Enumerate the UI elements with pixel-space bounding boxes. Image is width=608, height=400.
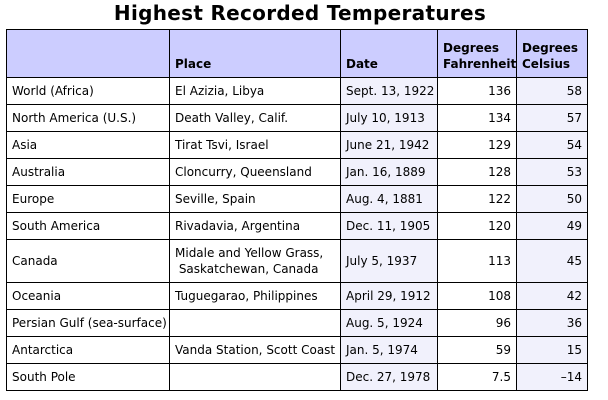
fahrenheit-cell: 120: [437, 212, 517, 240]
place-cell: Seville, Spain: [169, 185, 341, 213]
fahrenheit-cell: 96: [437, 309, 517, 337]
table-row: Oceania Tuguegarao, Philippines April 29…: [6, 282, 588, 310]
table-row: South America Rivadavia, Argentina Dec. …: [6, 212, 588, 240]
fahrenheit-cell: 7.5: [437, 363, 517, 391]
celsius-cell: 53: [516, 158, 588, 186]
place-cell: Tuguegarao, Philippines: [169, 282, 341, 310]
celsius-cell: 54: [516, 131, 588, 159]
column-header-fahrenheit: Degrees Fahrenheit: [437, 29, 517, 78]
celsius-cell: 49: [516, 212, 588, 240]
fahrenheit-cell: 128: [437, 158, 517, 186]
table-row: Antarctica Vanda Station, Scott Coast Ja…: [6, 336, 588, 364]
celsius-cell: 58: [516, 77, 588, 105]
place-cell: Death Valley, Calif.: [169, 104, 341, 132]
table-row: Asia Tirat Tsvi, Israel June 21, 1942 12…: [6, 131, 588, 159]
celsius-cell: 15: [516, 336, 588, 364]
fahrenheit-cell: 134: [437, 104, 517, 132]
celsius-cell: –14: [516, 363, 588, 391]
temperature-table: Place Date Degrees Fahrenheit Degrees Ce…: [6, 29, 588, 391]
table-header-row: Place Date Degrees Fahrenheit Degrees Ce…: [6, 29, 588, 78]
region-cell: North America (U.S.): [6, 104, 170, 132]
date-cell: July 5, 1937: [340, 239, 438, 283]
place-cell: El Azizia, Libya: [169, 77, 341, 105]
region-cell: South Pole: [6, 363, 170, 391]
place-cell: Tirat Tsvi, Israel: [169, 131, 341, 159]
celsius-cell: 42: [516, 282, 588, 310]
region-cell: Antarctica: [6, 336, 170, 364]
region-cell: South America: [6, 212, 170, 240]
table-row: World (Africa) El Azizia, Libya Sept. 13…: [6, 77, 588, 105]
date-cell: Jan. 16, 1889: [340, 158, 438, 186]
date-cell: Aug. 5, 1924: [340, 309, 438, 337]
celsius-cell: 57: [516, 104, 588, 132]
table-row: Europe Seville, Spain Aug. 4, 1881 122 5…: [6, 185, 588, 213]
date-cell: Aug. 4, 1881: [340, 185, 438, 213]
region-cell: World (Africa): [6, 77, 170, 105]
place-cell: [169, 309, 341, 337]
date-cell: July 10, 1913: [340, 104, 438, 132]
column-header-place: Place: [169, 29, 341, 78]
fahrenheit-cell: 59: [437, 336, 517, 364]
table-row: Australia Cloncurry, Queensland Jan. 16,…: [6, 158, 588, 186]
table-row: South Pole Dec. 27, 1978 7.5 –14: [6, 363, 588, 391]
region-cell: Australia: [6, 158, 170, 186]
date-cell: Dec. 11, 1905: [340, 212, 438, 240]
region-cell: Asia: [6, 131, 170, 159]
date-cell: Jan. 5, 1974: [340, 336, 438, 364]
place-cell: Rivadavia, Argentina: [169, 212, 341, 240]
fahrenheit-cell: 108: [437, 282, 517, 310]
fahrenheit-cell: 122: [437, 185, 517, 213]
celsius-cell: 36: [516, 309, 588, 337]
page-title: Highest Recorded Temperatures: [113, 1, 487, 25]
celsius-cell: 50: [516, 185, 588, 213]
date-cell: Sept. 13, 1922: [340, 77, 438, 105]
date-cell: June 21, 1942: [340, 131, 438, 159]
fahrenheit-cell: 129: [437, 131, 517, 159]
table-row: North America (U.S.) Death Valley, Calif…: [6, 104, 588, 132]
column-header-celsius: Degrees Celsius: [516, 29, 588, 78]
column-header-region: [6, 29, 170, 78]
place-cell: [169, 363, 341, 391]
place-cell: Vanda Station, Scott Coast: [169, 336, 341, 364]
date-cell: Dec. 27, 1978: [340, 363, 438, 391]
table-row: Persian Gulf (sea-surface) Aug. 5, 1924 …: [6, 309, 588, 337]
date-cell: April 29, 1912: [340, 282, 438, 310]
fahrenheit-cell: 136: [437, 77, 517, 105]
region-cell: Persian Gulf (sea-surface): [6, 309, 170, 337]
table-row: Canada Midale and Yellow Grass, Saskatch…: [6, 239, 588, 283]
fahrenheit-cell: 113: [437, 239, 517, 283]
region-cell: Canada: [6, 239, 170, 283]
region-cell: Oceania: [6, 282, 170, 310]
column-header-date: Date: [340, 29, 438, 78]
place-cell: Cloncurry, Queensland: [169, 158, 341, 186]
region-cell: Europe: [6, 185, 170, 213]
celsius-cell: 45: [516, 239, 588, 283]
place-cell: Midale and Yellow Grass, Saskatchewan, C…: [169, 239, 341, 283]
